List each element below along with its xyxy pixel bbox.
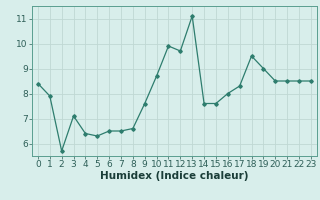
X-axis label: Humidex (Indice chaleur): Humidex (Indice chaleur): [100, 171, 249, 181]
